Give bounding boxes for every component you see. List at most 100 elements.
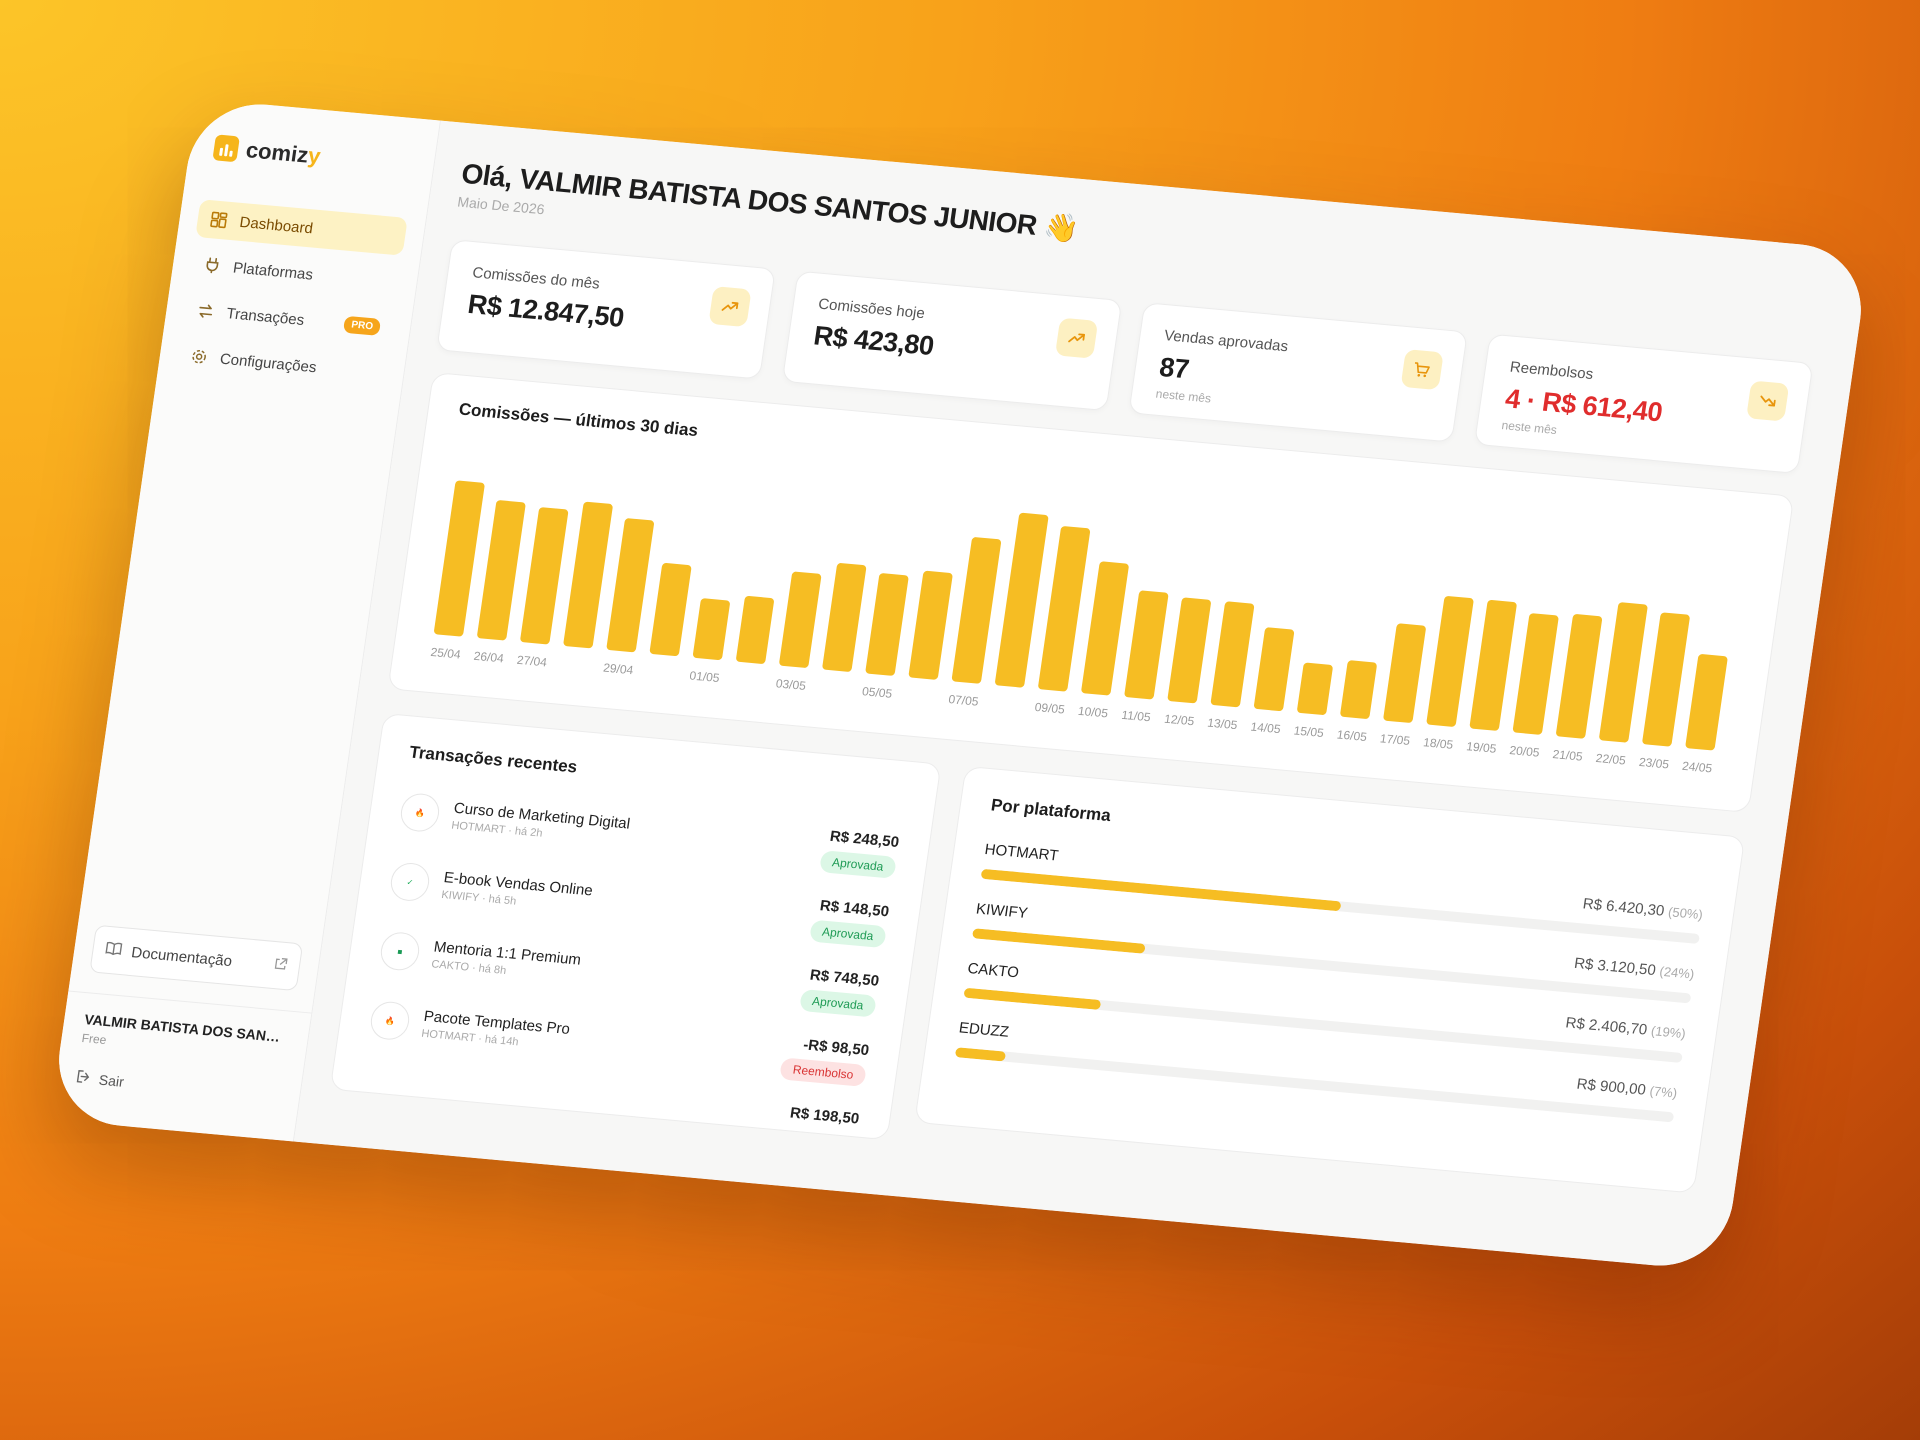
- chart-bar-28/04[interactable]: [563, 501, 613, 649]
- status-badge: Aprovada: [808, 919, 887, 948]
- sidebar-item-label: Dashboard: [238, 213, 315, 237]
- logout-label: Sair: [97, 1071, 125, 1090]
- chart-bar-12/05[interactable]: [1167, 597, 1211, 704]
- brand-name: comizy: [244, 137, 323, 169]
- x-tick-label: 03/05: [775, 676, 807, 693]
- platform-value: R$ 2.406,70: [1564, 1014, 1649, 1039]
- chart-bar-11/05[interactable]: [1124, 590, 1169, 700]
- x-tick-label: 21/05: [1552, 747, 1584, 764]
- sidebar-item-configuracoes[interactable]: Configurações: [176, 336, 389, 393]
- x-tick-label: 09/05: [1034, 700, 1066, 717]
- chart-bar-08/05[interactable]: [995, 512, 1049, 688]
- chart-bar-01/05[interactable]: [692, 598, 730, 660]
- platform-bar-fill: [963, 987, 1102, 1011]
- chart-bar-19/05[interactable]: [1469, 599, 1517, 731]
- plug-icon: [202, 256, 222, 275]
- recent-transactions-card: Transações recentes 🔥 Curso de Marketing…: [329, 712, 942, 1141]
- platform-pct: (19%): [1650, 1023, 1687, 1042]
- sidebar-item-transacoes[interactable]: Transações PRO: [182, 290, 395, 347]
- chart-bar-22/05[interactable]: [1599, 602, 1648, 743]
- x-tick-label: 22/05: [1595, 751, 1627, 768]
- arrows-icon: [195, 301, 215, 320]
- sidebar-item-plataformas[interactable]: Plataformas: [189, 245, 402, 302]
- chart-bar-04/05[interactable]: [822, 563, 867, 672]
- main-content: Olá, VALMIR BATISTA DOS SANTOS JUNIOR 👋 …: [293, 120, 1871, 1272]
- chart-bar-15/05[interactable]: [1297, 662, 1334, 715]
- platform-pct: (50%): [1667, 904, 1704, 923]
- logout-icon: [75, 1069, 93, 1088]
- x-tick-label: 18/05: [1422, 735, 1454, 752]
- user-panel: VALMIR BATISTA DOS SANTO... Free Sair: [49, 990, 312, 1142]
- platform-value: R$ 900,00: [1575, 1075, 1647, 1099]
- docs-label: Documentação: [130, 943, 234, 970]
- chart-bar-26/04[interactable]: [477, 500, 526, 641]
- x-tick-label: 14/05: [1250, 720, 1282, 737]
- transaction-amount: R$ 148,50: [818, 896, 891, 920]
- commissions-bar-chart: 25/04 26/04 27/04 29/04 01/05 03/05 05/05 07/05…: [430, 480, 1728, 776]
- sidebar-item-label: Configurações: [218, 350, 318, 376]
- gear-icon: [189, 347, 209, 366]
- x-tick-label: 20/05: [1509, 743, 1541, 760]
- chart-bar-20/05[interactable]: [1512, 613, 1559, 735]
- brand[interactable]: comizy: [205, 122, 419, 190]
- sidebar-item-dashboard[interactable]: Dashboard: [195, 199, 408, 256]
- status-badge: Reembolso: [779, 1056, 867, 1087]
- platform-name: EDUZZ: [957, 1019, 1011, 1041]
- chart-bar-29/04[interactable]: [606, 518, 654, 653]
- platform-value: R$ 6.420,30: [1581, 895, 1666, 920]
- platform-name: HOTMART: [983, 840, 1060, 865]
- x-tick-label: 16/05: [1336, 727, 1368, 744]
- trend-up-icon: [708, 286, 752, 328]
- commissions-chart-card: Comissões — últimos 30 dias 25/04 26/04 27…: [387, 371, 1795, 814]
- chart-bar-05/05[interactable]: [865, 573, 909, 676]
- transaction-amount: R$ 198,50: [789, 1103, 861, 1128]
- chart-bar-03/05[interactable]: [779, 571, 822, 668]
- x-tick-label: 24/05: [1681, 759, 1713, 776]
- chart-bar-18/05[interactable]: [1426, 596, 1474, 727]
- x-tick-label: 11/05: [1121, 708, 1152, 725]
- x-tick-label: 01/05: [689, 669, 721, 686]
- x-tick-label: 07/05: [948, 692, 980, 709]
- chart-bar-27/04[interactable]: [520, 507, 569, 645]
- hotmart-logo-icon: 🔥: [368, 1000, 412, 1042]
- chart-bar-21/05[interactable]: [1556, 614, 1603, 739]
- chart-bar-09/05[interactable]: [1038, 526, 1091, 692]
- pro-badge: PRO: [343, 315, 382, 336]
- chart-bar-13/05[interactable]: [1210, 601, 1255, 708]
- chart-bar-07/05[interactable]: [951, 537, 1002, 684]
- kiwify-logo-icon: ✓: [388, 861, 432, 903]
- x-tick-label: 15/05: [1293, 724, 1325, 741]
- chart-bar-30/04[interactable]: [649, 563, 692, 657]
- docs-link[interactable]: Documentação: [89, 924, 304, 992]
- platform-pct: (24%): [1658, 963, 1696, 982]
- chart-bar-10/05[interactable]: [1081, 561, 1129, 696]
- kpi-card-comissoes-mes: Comissões do mês R$ 12.847,50: [436, 239, 777, 380]
- status-badge: Aprovada: [798, 988, 877, 1018]
- chart-bar-17/05[interactable]: [1383, 623, 1426, 723]
- x-tick-label: 10/05: [1077, 704, 1109, 721]
- cakto-logo-icon: ■: [378, 930, 422, 972]
- chart-bar-25/04[interactable]: [434, 480, 486, 637]
- hotmart-logo-icon: 🔥: [398, 792, 442, 834]
- chart-bar-16/05[interactable]: [1340, 660, 1377, 719]
- app-window: comizy Dashboard Plataformas: [49, 98, 1871, 1272]
- trend-down-icon: [1746, 380, 1790, 422]
- x-tick-label: 29/04: [602, 661, 634, 678]
- platform-name: CAKTO: [966, 959, 1021, 982]
- x-tick-label: 12/05: [1163, 712, 1195, 729]
- book-icon: [104, 940, 123, 961]
- x-tick-label: 17/05: [1379, 731, 1411, 748]
- chart-bar-06/05[interactable]: [908, 570, 953, 680]
- chart-bar-24/05[interactable]: [1685, 654, 1728, 751]
- platform-name: KIWIFY: [974, 900, 1029, 922]
- chart-bar-14/05[interactable]: [1253, 627, 1295, 712]
- kpi-card-vendas: Vendas aprovadas 87 neste mês: [1127, 302, 1468, 443]
- platform-bar-fill: [971, 928, 1146, 954]
- x-tick-label: 19/05: [1465, 739, 1497, 756]
- status-badge: Aprovada: [818, 849, 897, 879]
- kpi-card-comissoes-hoje: Comissões hoje R$ 423,80: [782, 270, 1122, 412]
- chart-bar-23/05[interactable]: [1642, 612, 1690, 747]
- logout-button[interactable]: Sair: [75, 1069, 281, 1105]
- chart-bar-02/05[interactable]: [736, 596, 775, 665]
